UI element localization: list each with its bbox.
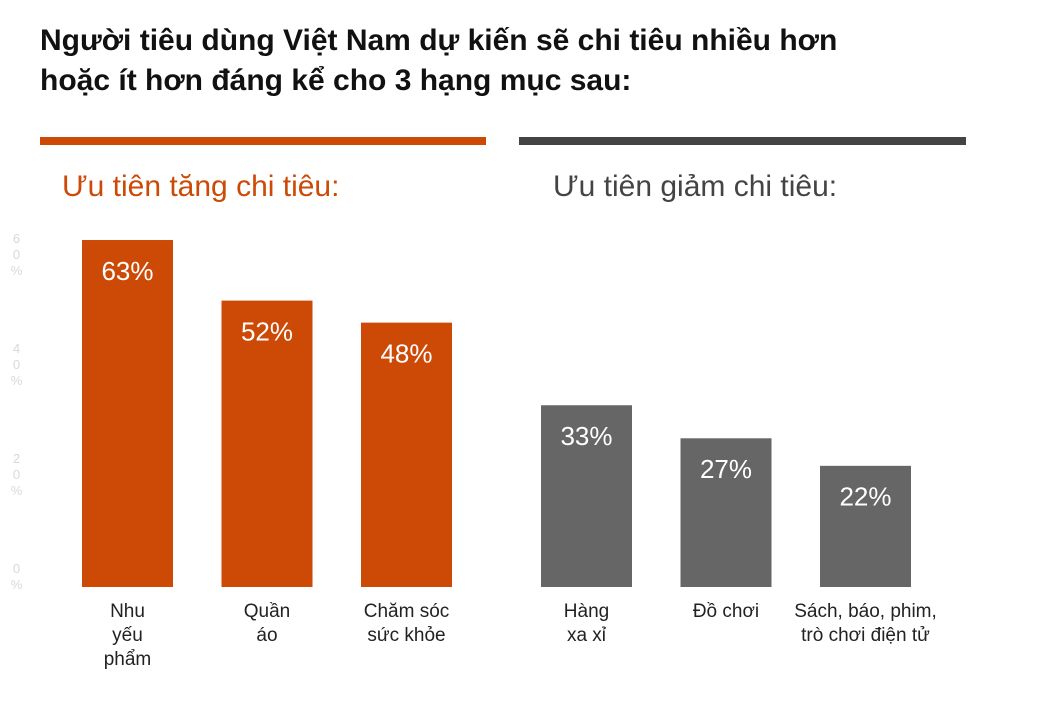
x-tick-label: Chăm sóc sức khỏe	[363, 601, 450, 646]
x-tick-label: Đồ chơi	[692, 601, 760, 622]
panel-title: Ưu tiên giảm chi tiêu:	[553, 170, 837, 203]
x-tick-label: Hàng xa xỉ	[563, 601, 610, 646]
value-label: 22%	[839, 482, 891, 512]
value-label: 63%	[101, 256, 153, 286]
bar	[541, 405, 632, 587]
title-line: Người tiêu dùng Việt Nam dự kiến sẽ chi …	[40, 24, 837, 57]
bar	[221, 300, 313, 587]
y-tick-label: 0%	[9, 561, 24, 593]
y-tick-label: 40%	[9, 340, 24, 389]
y-tick-label: 20%	[9, 450, 24, 499]
panel-rule	[519, 137, 966, 145]
value-label: 33%	[560, 421, 612, 451]
title-line: hoặc ít hơn đáng kể cho 3 hạng mục sau:	[40, 64, 631, 97]
panel-rule	[40, 137, 486, 145]
x-tick-label: Sách, báo, phim, trò chơi điện tử	[794, 601, 937, 646]
x-tick-label: Nhu yếu phẩm	[103, 601, 152, 670]
panel-title: Ưu tiên tăng chi tiêu:	[62, 170, 339, 203]
value-label: 48%	[380, 339, 432, 369]
value-label: 52%	[241, 316, 293, 346]
bar	[361, 322, 452, 587]
x-tick-label: Quần áo	[243, 601, 291, 646]
value-label: 27%	[700, 454, 752, 484]
y-tick-label: 60%	[9, 230, 24, 279]
bar	[82, 240, 173, 587]
bar	[680, 438, 772, 587]
bar	[820, 465, 911, 587]
